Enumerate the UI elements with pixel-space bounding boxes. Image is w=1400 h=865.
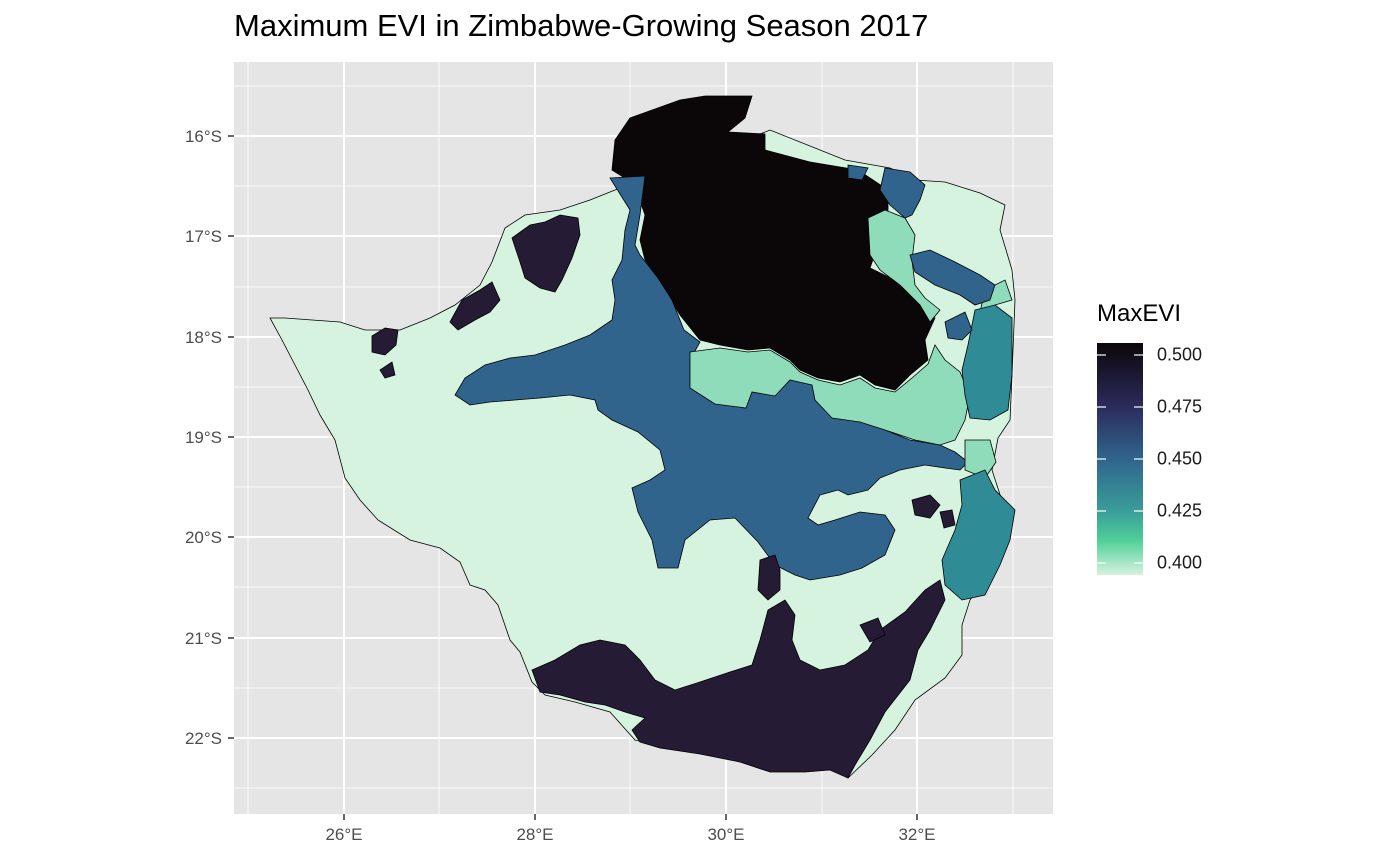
- region-mid-evi: [944, 311, 973, 341]
- x-tick-label: 28°E: [516, 825, 553, 844]
- x-tick-label: 26°E: [325, 825, 362, 844]
- y-tick-label: 18°S: [185, 328, 222, 347]
- y-tick-label: 17°S: [185, 227, 222, 246]
- region-high-evi: [371, 327, 399, 356]
- legend-label: 0.500: [1157, 344, 1203, 365]
- region-mid-evi: [847, 164, 869, 181]
- region-teal-evi: [961, 304, 1013, 421]
- legend-title: MaxEVI: [1097, 300, 1182, 327]
- region-high-evi: [911, 494, 941, 519]
- y-tick-label: 22°S: [185, 729, 222, 748]
- region-mid-light-evi: [867, 209, 941, 323]
- region-high-evi: [379, 361, 396, 379]
- x-tick-label: 30°E: [707, 825, 744, 844]
- legend-label: 0.450: [1157, 448, 1203, 469]
- region-high-evi: [449, 281, 501, 331]
- region-high-evi: [531, 579, 946, 779]
- chart-title: Maximum EVI in Zimbabwe-Growing Season 2…: [234, 8, 929, 43]
- y-tick-label: 20°S: [185, 528, 222, 547]
- x-tick-label: 32°E: [898, 825, 935, 844]
- region-teal-evi: [941, 469, 1016, 601]
- legend-label: 0.400: [1157, 552, 1203, 573]
- legend-colorbar: [1097, 343, 1143, 575]
- region-high-evi: [757, 554, 781, 601]
- region-high-evi: [939, 509, 956, 529]
- region-mid-evi: [879, 167, 926, 219]
- legend-label: 0.475: [1157, 396, 1203, 417]
- region-high-evi: [859, 617, 886, 643]
- region-mid-light-evi: [964, 439, 997, 479]
- y-tick-label: 21°S: [185, 629, 222, 648]
- region-mid-evi: [909, 249, 996, 306]
- y-tick-label: 16°S: [185, 127, 222, 146]
- region-high-evi: [511, 214, 581, 293]
- legend-labels: 0.500 0.475 0.450 0.425 0.400: [1157, 343, 1247, 575]
- y-tick-label: 19°S: [185, 428, 222, 447]
- legend-label: 0.425: [1157, 500, 1203, 521]
- axis-ticks: [228, 135, 918, 820]
